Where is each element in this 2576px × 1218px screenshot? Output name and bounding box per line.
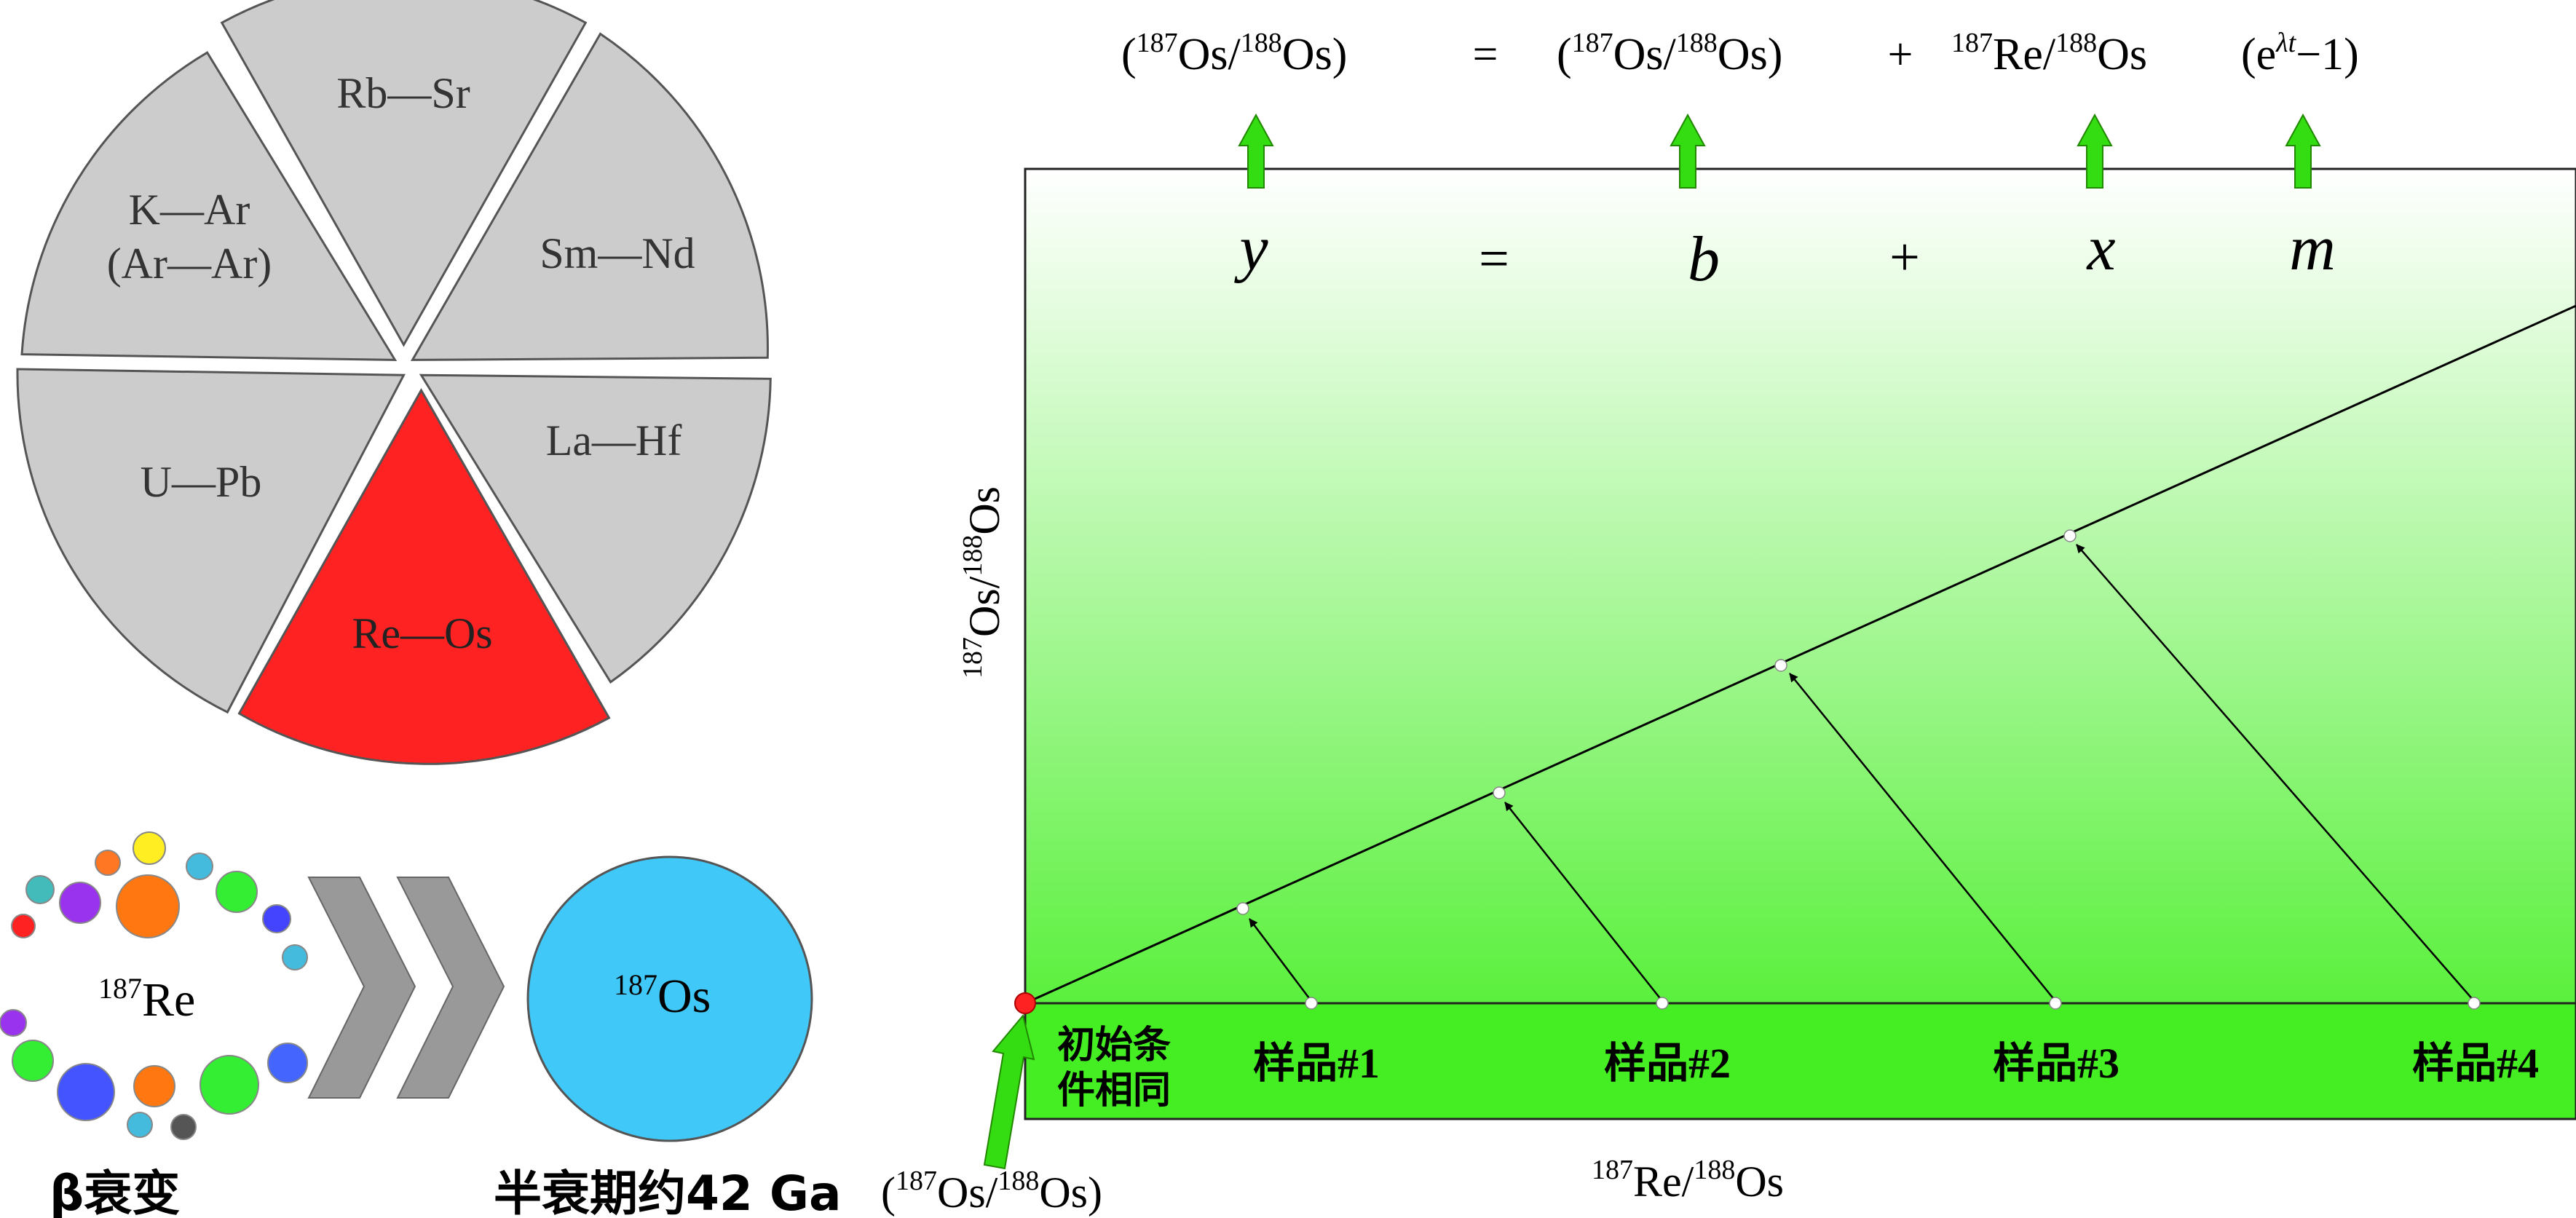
sample-initial-point-1 [1305,997,1318,1010]
decay-chevron-1 [307,877,416,1099]
rhenium-particle-cloud [0,831,308,1140]
pie-label-re-os: Re—Os [352,609,492,657]
sample-label-4: 样品#4 [2412,1040,2539,1087]
isochron-plot-area [1024,167,2576,1120]
evolution-arrow-3 [1789,673,2056,1002]
linear-equals: = [1479,229,1509,289]
sample-present-point-3 [1774,659,1787,672]
sample-label-3: 样品#3 [1993,1040,2119,1087]
daughter-symbol: Os [657,970,711,1023]
initial-conditions-band [1024,1002,2576,1120]
parent-isotope-label: 187Re [98,972,195,1027]
intercept-label: (187Os/188Os) [881,1166,1102,1217]
map-arrow-b [1670,113,1706,189]
decay-chevron-2 [396,877,505,1099]
sample-present-point-4 [2063,529,2077,542]
linear-plus: + [1889,228,1920,288]
evolution-arrow-1 [1249,918,1312,1002]
sample-initial-point-2 [1656,997,1669,1010]
daughter-isotope-label: 187Os [614,968,711,1023]
eq-plus: + [1888,30,1913,79]
sample-labels: 样品#1 样品#2 样品#3 样品#4 [1253,1040,2539,1087]
eq-lhs-ratio: (187Os/188Os) [1121,28,1347,79]
equation-mapping-arrows [1238,113,2321,189]
sample-present-point-1 [1236,902,1249,915]
evolution-arrow-4 [2076,544,2475,1002]
beta-decay-label: β衰变 [50,1166,180,1218]
sample-label-1: 样品#1 [1253,1040,1380,1087]
pie-segment-re-os: Re—Os [237,387,611,765]
initial-ratio-point [1014,992,1036,1014]
map-arrow-m [2285,113,2321,189]
map-arrow-x [2077,113,2113,189]
sample-points [1236,529,2481,1010]
isochron-line [1024,304,2576,1005]
initial-conditions-label-line2: 件相同 [1057,1069,1171,1112]
linear-m: m [2289,213,2336,284]
pie-segment-k-ar: K—Ar (Ar—Ar) [20,51,398,361]
pie-label-ar-ar: (Ar—Ar) [107,240,272,288]
linear-b: b [1688,224,1720,295]
sample-label-2: 样品#2 [1604,1040,1731,1087]
map-arrow-y [1238,113,1274,189]
isochron-diagram: (187Os/188Os) = (187Os/188Os) + 187Re/18… [881,28,2576,1217]
sample-evolution-arrows [1249,544,2475,1002]
eq-equals: = [1473,30,1498,79]
pie-label-k-ar: K—Ar [129,186,250,234]
sample-initial-point-3 [2049,997,2062,1010]
sample-initial-point-4 [2468,997,2481,1010]
pie-segment-la-hf: La—Hf [419,373,772,684]
initial-conditions-label-line1: 初始条 [1057,1024,1171,1067]
pie-segment-rb-sr: Rb—Sr [220,0,588,347]
x-axis-title: 187Re/188Os [1592,1155,1784,1206]
parent-mass-number: 187 [98,972,142,1005]
pie-label-rb-sr: Rb—Sr [336,69,470,117]
parent-symbol: Re [142,973,195,1027]
pie-segment-u-pb: U—Pb [16,368,406,714]
half-life-label: 半衰期约42 Ga [494,1166,842,1218]
daughter-mass-number: 187 [614,968,657,1001]
pie-label-la-hf: La—Hf [546,416,682,464]
y-axis-title: 187Os/188Os [957,486,1008,679]
eq-re-os-ratio: 187Re/188Os [1951,28,2147,79]
intercept-arrow [983,1013,1035,1170]
pie-label-sm-nd: Sm—Nd [540,229,695,277]
osmium-nucleus [526,855,813,1142]
eq-initial-ratio: (187Os/188Os) [1557,28,1782,79]
sample-present-point-2 [1493,786,1506,799]
linear-y: y [1233,213,1268,284]
linear-x: x [2085,213,2115,284]
eq-decay-factor: (eλt−1) [2241,28,2359,79]
evolution-arrow-2 [1504,802,1663,1002]
pie-segment-sm-nd: Sm—Nd [410,32,769,361]
pie-label-u-pb: U—Pb [141,458,262,506]
linear-equation: y = b + x m [1233,213,2335,295]
isochron-equation: (187Os/188Os) = (187Os/188Os) + 187Re/18… [1121,28,2359,79]
beta-decay-illustration: 187Re 187Os β衰变 半衰期约42 Ga [0,831,842,1218]
dating-methods-pie: Rb—Sr Sm—Nd La—Hf Re—Os U—Pb K—Ar (Ar—Ar… [16,0,772,765]
